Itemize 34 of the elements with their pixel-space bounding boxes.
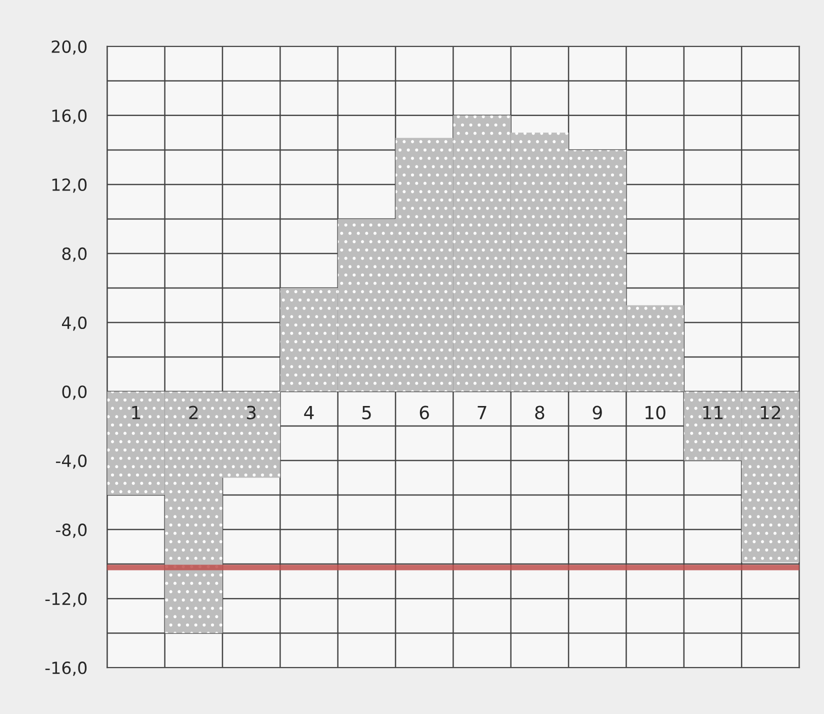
bar (107, 392, 165, 496)
bar (510, 132, 569, 392)
x-tick-label: 1 (132, 406, 140, 420)
x-tick-label: 11 (703, 406, 723, 420)
bar (222, 392, 280, 478)
y-tick-label: 16,0 (52, 109, 87, 124)
x-tick-label: 6 (420, 406, 429, 420)
x-tick-label: 10 (646, 406, 666, 420)
y-tick-label: 8,0 (62, 247, 87, 262)
bar (568, 150, 626, 392)
bar (684, 392, 742, 461)
bar (626, 305, 684, 392)
bar (280, 288, 338, 392)
bar (453, 115, 511, 392)
y-tick-label: 0,0 (62, 385, 87, 400)
y-tick-label: 20,0 (52, 40, 87, 55)
x-tick-label: 4 (304, 406, 314, 420)
bar (338, 218, 396, 392)
bar (742, 392, 800, 562)
x-tick-label: 5 (362, 406, 371, 420)
bar (396, 138, 454, 392)
x-tick-label: 12 (760, 406, 780, 420)
y-tick-label: -16,0 (45, 662, 87, 676)
x-tick-label: 8 (535, 406, 544, 420)
x-tick-label: 9 (592, 406, 602, 420)
y-tick-label: -4,0 (56, 454, 87, 469)
x-tick-label: 2 (189, 406, 198, 420)
y-tick-label: 12,0 (52, 178, 87, 193)
y-tick-label: 4,0 (62, 316, 87, 331)
x-tick-label: 3 (246, 406, 256, 420)
bar (164, 392, 222, 634)
y-tick-label: -8,0 (56, 524, 87, 538)
x-tick-label: 7 (478, 406, 486, 420)
y-tick-label: -12,0 (45, 592, 87, 607)
